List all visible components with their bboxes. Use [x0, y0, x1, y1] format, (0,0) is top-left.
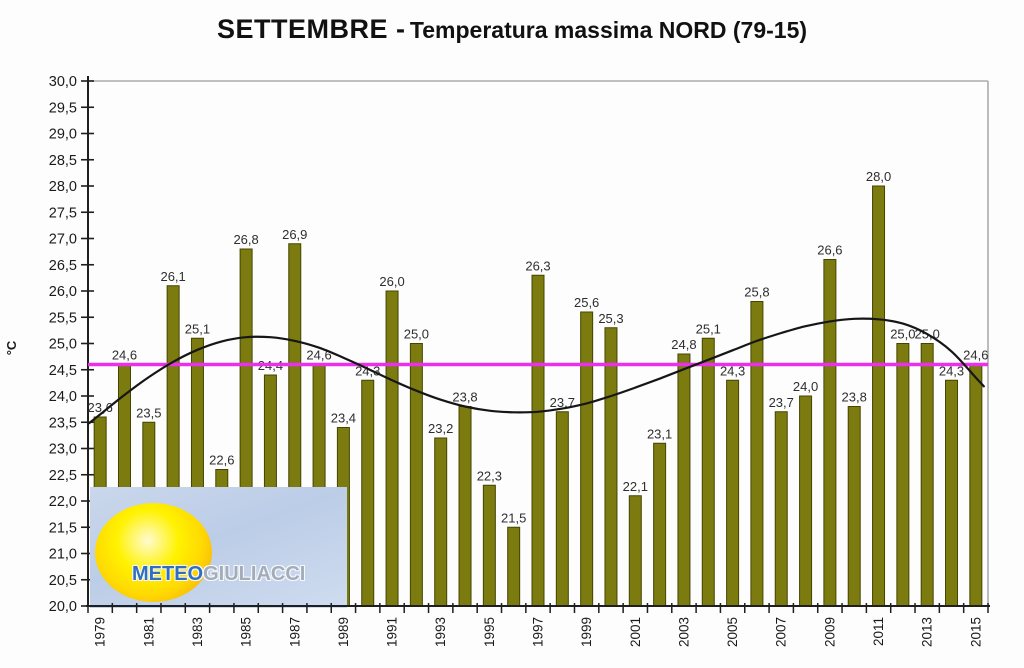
meteogiuliacci-logo: METEOGIULIACCI [90, 487, 347, 608]
x-tick-label: 2001 [628, 617, 643, 647]
x-tick-label: 1981 [141, 617, 156, 647]
bar-value-label: 26,3 [525, 258, 550, 273]
bar-value-label: 28,0 [866, 169, 891, 184]
bar-value-label: 25,0 [404, 327, 429, 342]
y-tick-label: 22,5 [49, 468, 77, 484]
x-tick-label: 1983 [190, 617, 205, 647]
x-tick-label: 1987 [287, 617, 302, 647]
sun-icon [95, 503, 212, 602]
bar-value-label: 25,1 [696, 321, 721, 336]
x-tick-label: 1993 [433, 617, 448, 647]
bar-value-label: 26,1 [160, 269, 185, 284]
page-title: SETTEMBRE - Temperatura massima NORD (79… [0, 14, 1024, 45]
y-tick-label: 29,0 [49, 127, 77, 143]
bar-value-label: 26,8 [233, 232, 258, 247]
logo-text-meteo: METEO [132, 563, 204, 585]
y-axis-title: °C [4, 340, 19, 355]
bar-value-label: 24,3 [939, 363, 964, 378]
bar-value-label: 24,0 [793, 379, 818, 394]
y-tick-label: 21,5 [49, 520, 77, 536]
bar-value-label: 21,5 [501, 510, 526, 525]
x-tick-label: 1995 [482, 617, 497, 647]
bar-value-label: 23,4 [331, 411, 356, 426]
y-tick-label: 28,5 [49, 153, 77, 169]
bar-value-label: 25,0 [890, 327, 915, 342]
x-tick-label: 1989 [336, 617, 351, 647]
y-tick-label: 30,0 [49, 74, 77, 90]
bar-value-label: 26,6 [817, 243, 842, 258]
trend-line [88, 317, 985, 425]
bar-value-label: 22,6 [209, 453, 234, 468]
y-tick-label: 23,5 [49, 415, 77, 431]
bar-value-label: 25,6 [574, 295, 599, 310]
chart-title-text: Temperatura massima NORD (79-15) [409, 17, 808, 43]
bar-value-label: 24,3 [355, 363, 380, 378]
bar-value-label: 22,3 [477, 468, 502, 483]
bar-value-label: 24,8 [671, 337, 696, 352]
y-tick-label: 23,0 [49, 442, 77, 458]
y-tick-label: 27,5 [49, 205, 77, 221]
y-tick-label: 21,0 [49, 547, 77, 563]
bar-value-label: 26,0 [379, 274, 404, 289]
x-tick-label: 2015 [968, 617, 983, 647]
bar-value-label: 23,1 [647, 426, 672, 441]
bar-value-label: 25,1 [185, 321, 210, 336]
x-tick-label: 2007 [774, 617, 789, 647]
bar-value-label: 25,3 [598, 311, 623, 326]
bar-value-label: 23,2 [428, 421, 453, 436]
bar-value-label: 23,6 [88, 400, 113, 415]
bar-value-label: 23,7 [769, 395, 794, 410]
y-tick-label: 27,0 [49, 232, 77, 248]
x-tick-label: 1979 [93, 617, 108, 647]
bar-value-label: 22,1 [623, 479, 648, 494]
y-tick-label: 25,0 [49, 337, 77, 353]
bar-value-label: 23,7 [550, 395, 575, 410]
y-tick-label: 26,5 [49, 258, 77, 274]
x-tick-label: 1991 [385, 617, 400, 647]
logo-text: METEOGIULIACCI [132, 563, 305, 586]
y-tick-label: 26,0 [49, 284, 77, 300]
x-tick-label: 2011 [871, 617, 886, 646]
y-tick-label: 25,5 [49, 310, 77, 326]
x-tick-label: 2003 [676, 617, 691, 647]
bar-value-label: 25,8 [744, 285, 769, 300]
y-tick-label: 24,0 [49, 389, 77, 405]
y-tick-label: 28,0 [49, 179, 77, 195]
x-tick-label: 2005 [725, 617, 740, 647]
bar-value-label: 23,8 [452, 390, 477, 405]
chart-title-month: SETTEMBRE - [216, 14, 406, 44]
y-tick-label: 29,5 [49, 100, 77, 116]
x-tick-label: 2009 [822, 617, 837, 647]
y-tick-label: 20,0 [49, 599, 77, 615]
logo-text-giuliacci: GIULIACCI [203, 563, 306, 585]
bar-value-label: 24,6 [112, 348, 137, 363]
x-tick-label: 2013 [920, 617, 935, 647]
bar-value-label: 23,5 [136, 405, 161, 420]
y-tick-label: 22,0 [49, 494, 77, 510]
bar-value-label: 24,6 [963, 348, 988, 363]
x-tick-label: 1997 [531, 617, 546, 647]
x-tick-label: 1999 [579, 617, 594, 647]
bar-value-label: 24,3 [720, 363, 745, 378]
x-tick-label: 1985 [239, 617, 254, 647]
y-tick-label: 20,5 [49, 573, 77, 589]
bar-value-label: 23,8 [842, 390, 867, 405]
bar-value-label: 26,9 [282, 227, 307, 242]
y-tick-label: 24,5 [49, 363, 77, 379]
